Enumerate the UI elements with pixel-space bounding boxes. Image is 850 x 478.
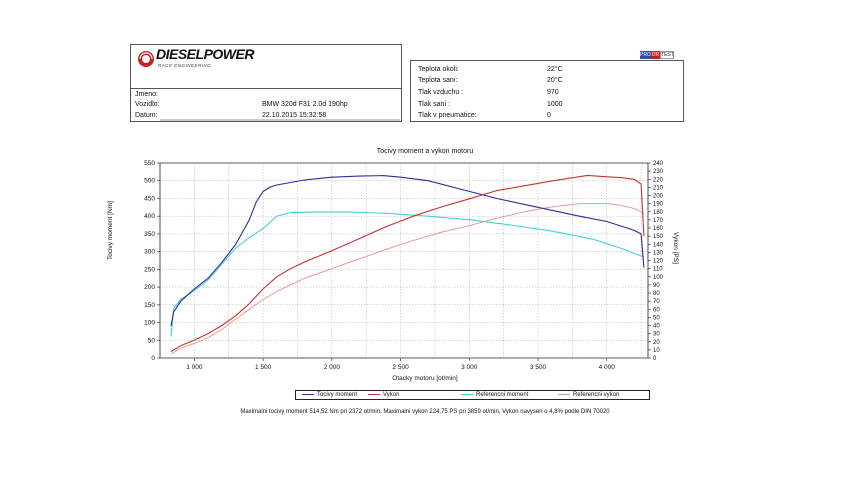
- y2-tick-label: 220: [653, 177, 664, 183]
- series-line-torque: [170, 175, 645, 327]
- series-line-ref-power: [170, 203, 645, 355]
- y-tick-label: 100: [144, 320, 155, 327]
- badge-part-3: TEST: [660, 51, 674, 59]
- y-tick-label: 250: [144, 266, 155, 273]
- y2-tick-label: 100: [653, 275, 664, 281]
- x-tick-label: 2 000: [324, 364, 341, 371]
- ambient-info-panel: [410, 60, 684, 122]
- legend-label-power: Vykon: [383, 392, 400, 398]
- y2-tick-label: 120: [653, 259, 664, 265]
- x-tick-label: 4 000: [599, 364, 616, 371]
- y2-axis-label: Vykon [PS]: [672, 232, 679, 264]
- y2-tick-label: 140: [653, 242, 664, 248]
- y2-tick-label: 50: [653, 315, 660, 321]
- x-tick-label: 3 500: [530, 364, 547, 371]
- info-value-vehicle: BMW 320d F31 2.0d 190hp: [262, 101, 348, 108]
- y2-tick-label: 200: [653, 194, 664, 200]
- y2-tick-label: 170: [653, 218, 664, 224]
- date-underline: [160, 119, 400, 121]
- info-label-date: Datum:: [135, 112, 158, 119]
- amb-label-air-pressure: Tlak vzduchu :: [418, 89, 464, 96]
- y-tick-label: 550: [144, 160, 155, 167]
- vehicle-info-panel: [130, 88, 402, 122]
- y-tick-label: 350: [144, 231, 155, 238]
- legend-item-ref-power: Referencni vykon: [558, 391, 619, 399]
- y2-tick-label: 240: [653, 161, 664, 167]
- badge-part-1: PROTO: [640, 51, 658, 59]
- y2-tick-label: 230: [653, 169, 664, 175]
- dieselpower-logo-icon: [138, 51, 154, 67]
- amb-value-temp-intake: 20°C: [547, 77, 563, 84]
- info-value-date: 22.10.2015 15:32:58: [262, 112, 327, 119]
- y2-tick-label: 10: [653, 348, 660, 354]
- legend-item-power: Vykon: [368, 391, 399, 399]
- amb-label-intake-pressure: Tlak sani :: [418, 101, 450, 108]
- y2-tick-label: 150: [653, 234, 664, 240]
- y-tick-label: 300: [144, 249, 155, 256]
- amb-label-tire-pressure: Tlak v pneumatice:: [418, 112, 477, 119]
- x-axis-label: Otacky motoru [ot/min]: [392, 375, 458, 382]
- legend-item-ref-torque: Referencni moment: [461, 391, 528, 399]
- legend-item-torque: Tocivy moment: [302, 391, 357, 399]
- y2-tick-label: 60: [653, 307, 660, 313]
- summary-footer: Maximalni tocivy moment 514,52 Nm pri 23…: [240, 409, 610, 415]
- y2-tick-label: 0: [653, 356, 657, 362]
- y2-tick-label: 130: [653, 250, 664, 256]
- y2-tick-label: 80: [653, 291, 660, 297]
- legend-label-ref-power: Referencni vykon: [573, 392, 620, 398]
- amb-value-tire-pressure: 0: [547, 112, 551, 119]
- x-tick-label: 3 000: [461, 364, 478, 371]
- chart-title: Tocivy moment a vykon motoru: [376, 148, 474, 155]
- legend-line-ref-power: [558, 393, 570, 395]
- y-tick-label: 500: [144, 178, 155, 185]
- y-tick-label: 50: [148, 337, 156, 344]
- badge-part-2: DR: [651, 51, 660, 59]
- y2-tick-label: 20: [653, 340, 660, 346]
- x-tick-label: 1 500: [255, 364, 272, 371]
- y-tick-label: 200: [144, 284, 155, 291]
- y2-tick-label: 110: [653, 267, 663, 273]
- y2-tick-label: 160: [653, 226, 664, 232]
- y2-tick-label: 70: [653, 299, 660, 305]
- amb-value-temp-ambient: 22°C: [547, 66, 563, 73]
- proto-dr-test-badge: PROTO DR TEST: [640, 51, 674, 59]
- x-tick-label: 2 500: [392, 364, 409, 371]
- legend-line-power: [368, 393, 380, 395]
- plot-frame: [159, 162, 649, 359]
- legend-label-torque: Tocivy moment: [317, 392, 358, 398]
- series-line-ref-torque: [170, 211, 645, 337]
- amb-value-intake-pressure: 1000: [547, 101, 563, 108]
- y-tick-label: 0: [151, 355, 155, 362]
- amb-label-temp-ambient: Teplota okoli:: [418, 66, 459, 73]
- y-tick-label: 450: [144, 195, 155, 202]
- y2-tick-label: 30: [653, 332, 660, 338]
- y-axis-label: Tocivy moment [Nm]: [107, 201, 114, 260]
- logo-subtext: RACE ENGINEERING: [158, 63, 212, 68]
- legend-line-ref-torque: [461, 393, 473, 395]
- logo-text: DIESELPOWER: [156, 46, 254, 62]
- y-tick-label: 150: [144, 302, 155, 309]
- legend-label-ref-torque: Referencni moment: [476, 392, 529, 398]
- y-tick-label: 400: [144, 213, 155, 220]
- y2-tick-label: 190: [653, 202, 664, 208]
- info-label-name: Jmeno:: [135, 91, 158, 98]
- y2-tick-label: 210: [653, 185, 664, 191]
- y2-tick-label: 180: [653, 210, 664, 216]
- x-tick-label: 1 000: [186, 364, 203, 371]
- amb-value-air-pressure: 970: [547, 89, 559, 96]
- legend-line-torque: [302, 393, 314, 395]
- y2-tick-label: 40: [653, 324, 660, 330]
- series-line-power: [170, 174, 645, 352]
- amb-label-temp-intake: Teplota sani:: [418, 77, 458, 84]
- info-label-vehicle: Vozidlo:: [135, 101, 160, 108]
- logo-panel: [130, 44, 402, 89]
- chart-legend: Tocivy moment Vykon Referencni moment Re…: [295, 390, 650, 400]
- y2-tick-label: 90: [653, 283, 660, 289]
